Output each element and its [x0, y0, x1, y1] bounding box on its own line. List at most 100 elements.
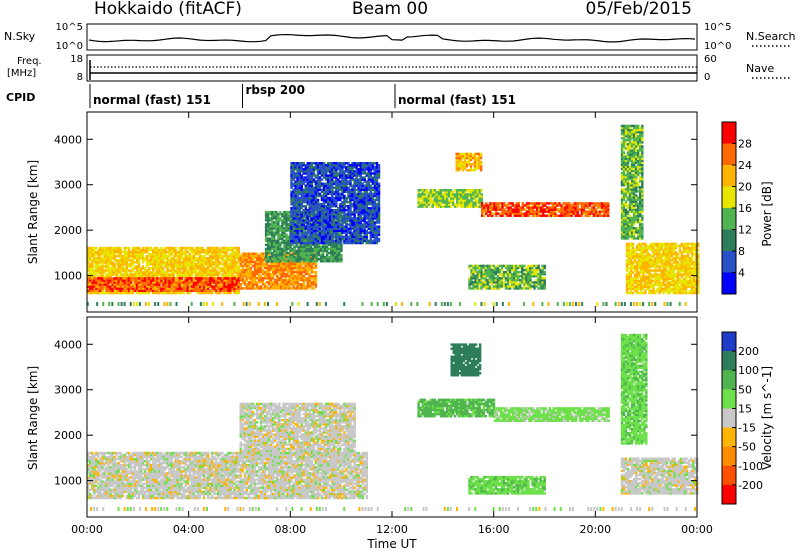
- range-cell: [296, 285, 299, 288]
- range-cell: [160, 275, 163, 278]
- range-cell: [291, 249, 294, 253]
- range-cell: [255, 268, 259, 272]
- range-cell: [269, 237, 272, 240]
- range-cell: [247, 277, 251, 280]
- range-cell: [125, 267, 129, 270]
- range-cell: [266, 249, 270, 253]
- range-cell: [109, 246, 112, 250]
- range-cell: [278, 272, 281, 276]
- range-cell: [139, 287, 143, 290]
- range-cell: [207, 271, 210, 274]
- range-cell: [166, 273, 169, 276]
- range-cell: [93, 281, 96, 284]
- noise-right-label: N.Search: [746, 30, 796, 43]
- range-cell: [314, 219, 318, 222]
- range-cell: [325, 243, 329, 247]
- range-cell: [95, 259, 98, 262]
- range-cell: [172, 265, 175, 268]
- range-cell: [310, 264, 314, 268]
- range-cell: [97, 248, 100, 252]
- range-cell: [148, 281, 151, 284]
- range-cell: [168, 248, 171, 252]
- range-cell: [162, 252, 165, 256]
- range-cell: [277, 245, 280, 249]
- range-cell: [296, 178, 299, 181]
- range-cell: [275, 219, 278, 222]
- range-cell: [190, 283, 194, 287]
- range-cell: [278, 279, 281, 282]
- range-cell: [105, 255, 108, 258]
- range-cell: [219, 269, 222, 272]
- range-cell: [103, 257, 106, 260]
- range-cell: [229, 252, 232, 256]
- range-cell: [357, 219, 360, 222]
- range-cell: [180, 287, 183, 290]
- range-cell: [117, 285, 120, 289]
- range-cell: [192, 257, 196, 260]
- range-cell: [345, 200, 348, 204]
- range-cell: [119, 269, 122, 272]
- range-cell: [277, 221, 280, 224]
- range-cell: [247, 287, 251, 290]
- range-cell: [166, 275, 169, 278]
- range-cell: [264, 247, 268, 251]
- range-cell: [227, 289, 230, 292]
- range-cell: [223, 246, 226, 250]
- range-cell: [363, 205, 366, 208]
- range-cell: [282, 266, 285, 270]
- range-cell: [369, 241, 373, 245]
- range-cell: [288, 283, 291, 286]
- range-cell: [311, 249, 315, 253]
- range-cell: [311, 257, 315, 261]
- range-cell: [345, 213, 348, 216]
- range-cell: [281, 227, 284, 230]
- range-cell: [261, 272, 265, 276]
- range-cell: [141, 248, 145, 252]
- range-cell: [270, 283, 273, 286]
- range-cell: [217, 281, 220, 284]
- range-cell: [152, 267, 155, 270]
- range-cell: [275, 217, 278, 220]
- range-cell: [211, 285, 214, 288]
- range-cell: [143, 281, 147, 284]
- range-cell: [196, 271, 200, 274]
- range-cell: [219, 255, 222, 258]
- range-cell: [186, 269, 190, 272]
- range-cell: [249, 262, 253, 266]
- range-cell: [275, 221, 278, 224]
- range-cell: [176, 265, 179, 268]
- range-cell: [105, 265, 108, 268]
- range-cell: [133, 250, 137, 254]
- range-cell: [121, 277, 125, 280]
- range-cell: [158, 263, 161, 266]
- range-cell: [255, 264, 259, 268]
- range-cell: [188, 259, 192, 262]
- range-cell: [204, 252, 208, 256]
- range-cell: [209, 259, 212, 262]
- range-cell: [285, 239, 288, 242]
- range-cell: [278, 270, 281, 274]
- range-cell: [243, 270, 247, 274]
- range-cell: [176, 283, 179, 286]
- range-cell: [301, 257, 304, 261]
- range-cell: [164, 277, 167, 280]
- range-cell: [213, 252, 216, 256]
- range-cell: [154, 261, 157, 264]
- range-cell: [123, 287, 127, 290]
- range-cell: [310, 283, 314, 286]
- range-cell: [119, 261, 122, 264]
- range-cell: [306, 270, 310, 274]
- range-cell: [225, 271, 228, 274]
- range-cell: [204, 281, 208, 284]
- range-cell: [97, 252, 100, 256]
- range-cell: [127, 287, 131, 290]
- range-cell: [192, 261, 196, 264]
- range-cell: [188, 275, 192, 278]
- range-cell: [321, 249, 325, 253]
- range-cell: [294, 287, 297, 290]
- range-cell: [369, 219, 373, 222]
- range-cell: [113, 281, 116, 284]
- range-cell: [272, 277, 275, 280]
- range-cell: [172, 285, 175, 288]
- range-cell: [314, 275, 318, 278]
